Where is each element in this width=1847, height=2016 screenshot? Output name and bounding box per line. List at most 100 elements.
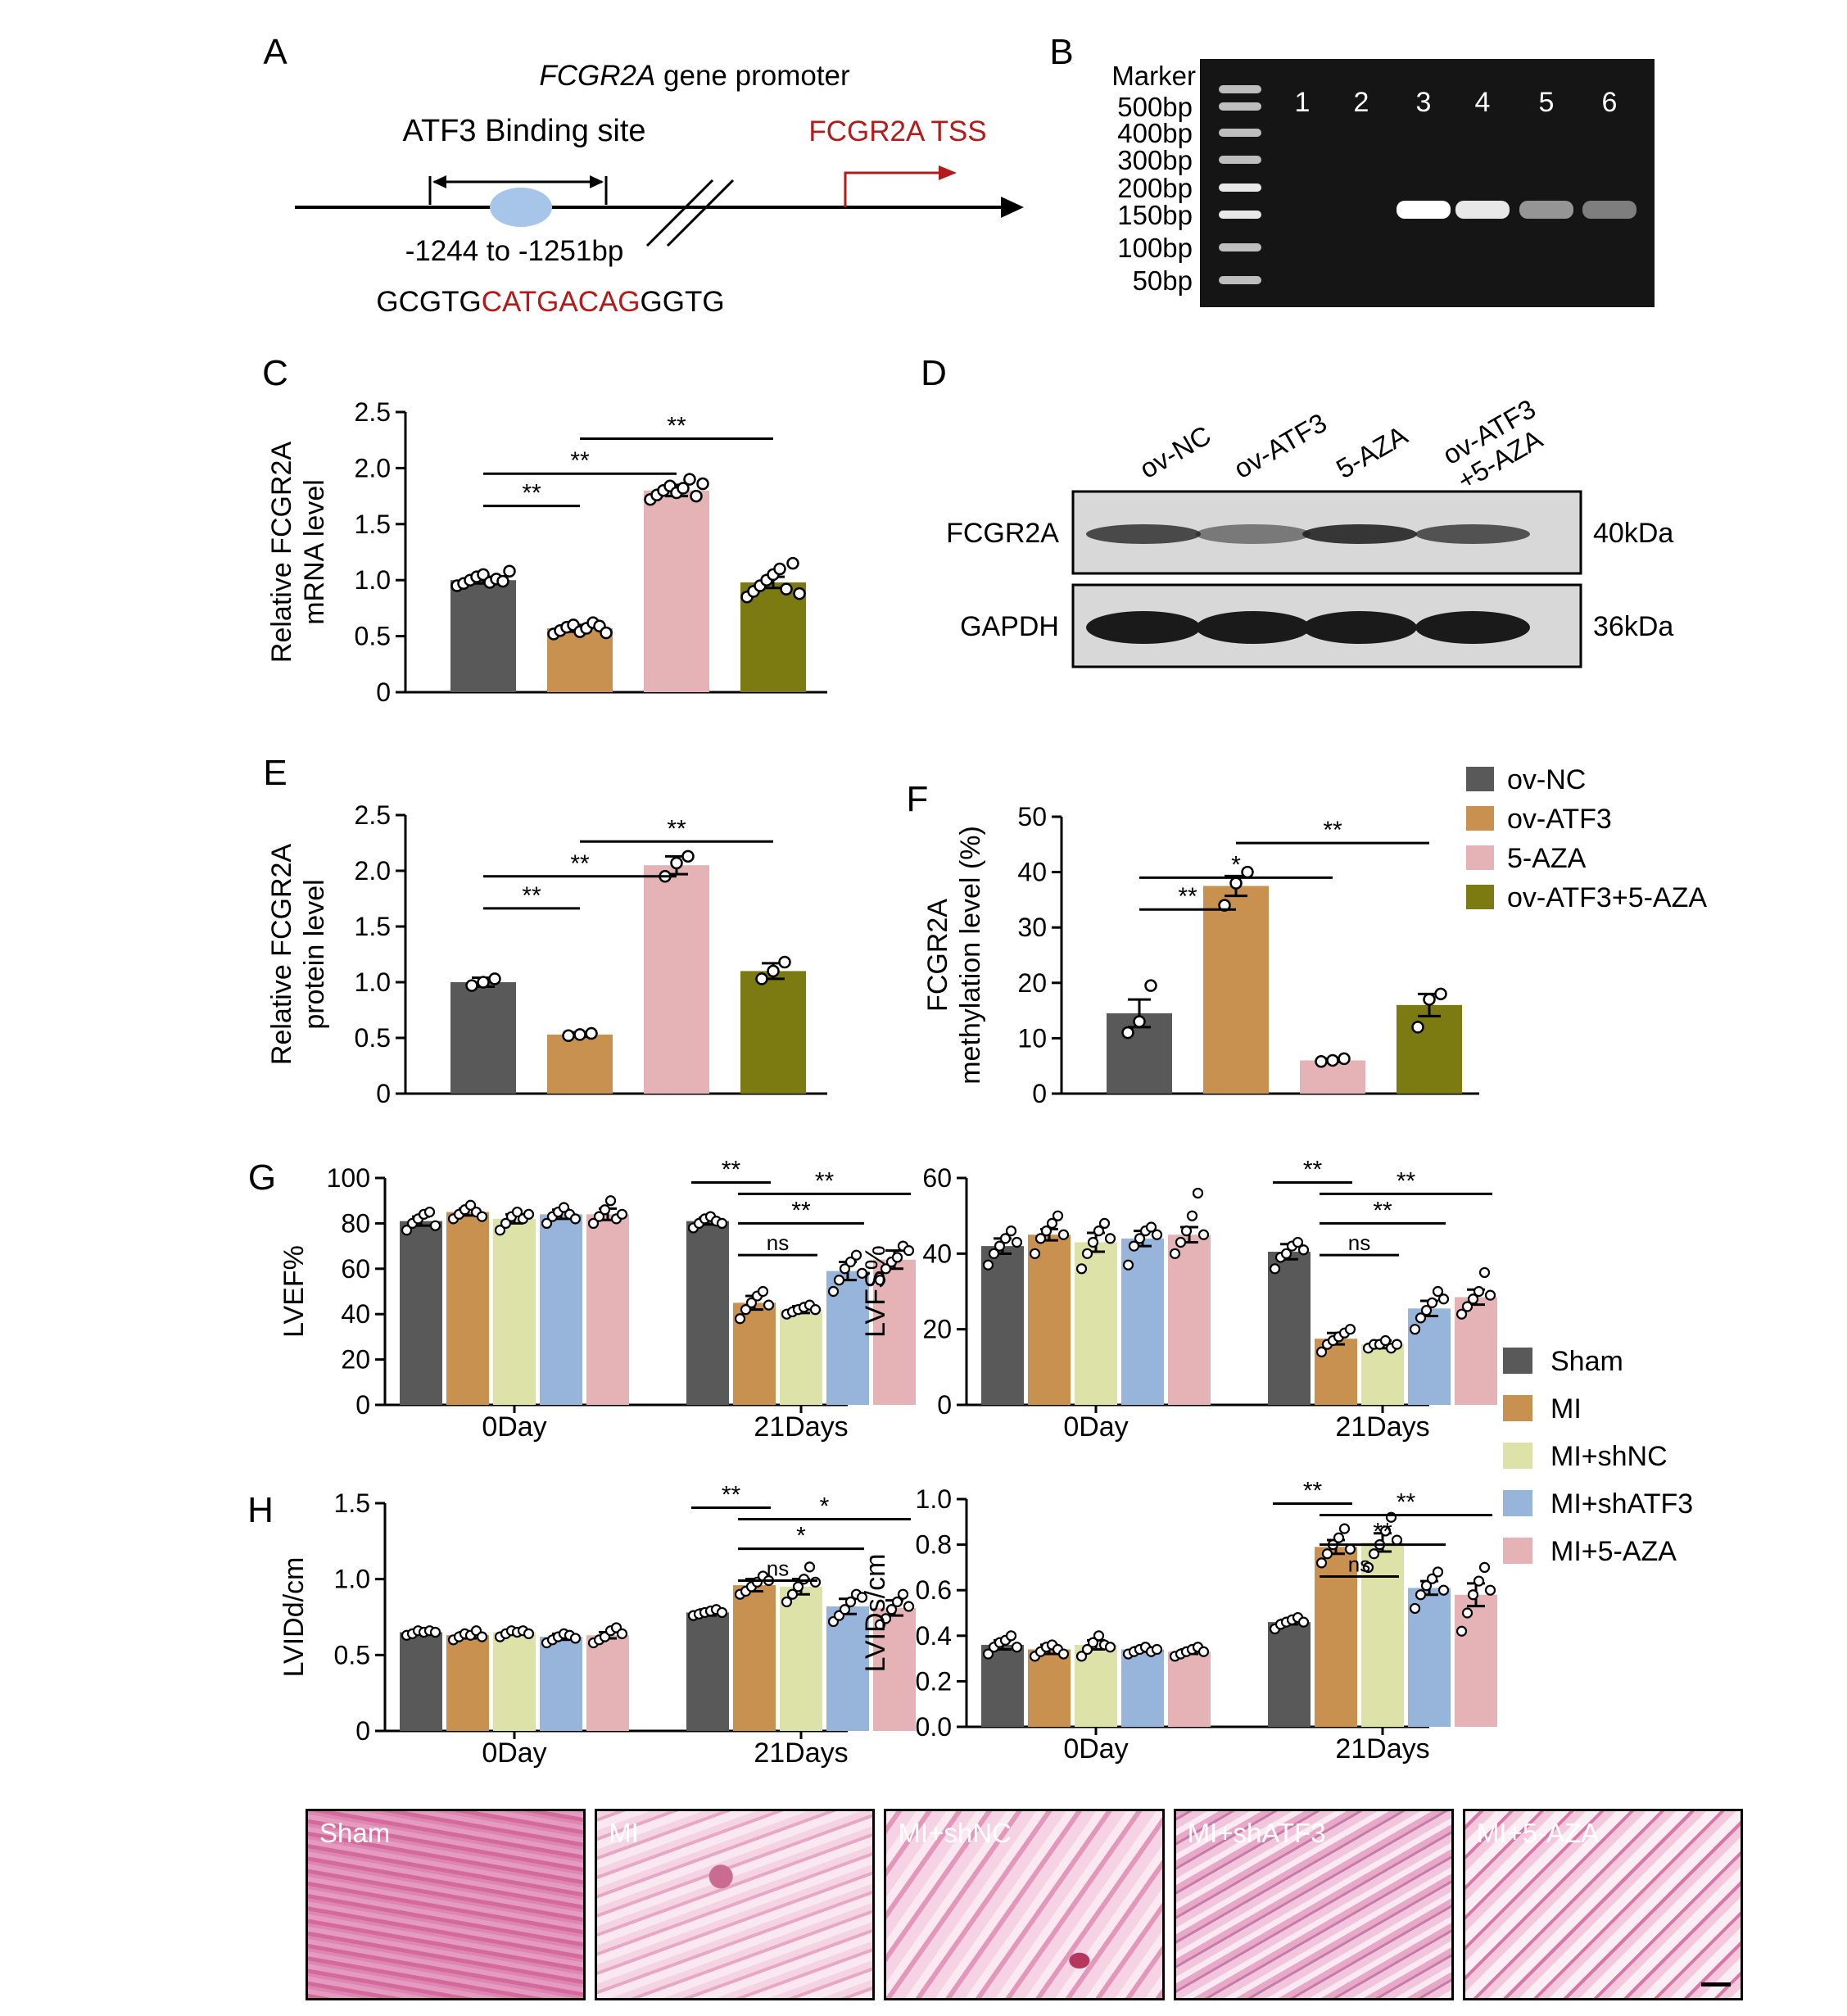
protein-band [1415, 524, 1530, 544]
significance-label: ** [667, 412, 686, 439]
histology-image-mi-5aza: MI+5-AZA [1462, 1809, 1744, 2000]
binding-sequence: GCGTGCATGACAGGGTG [376, 286, 724, 318]
y-tick-label: 0 [937, 1390, 952, 1420]
data-point [1467, 1589, 1479, 1601]
data-point [562, 1029, 575, 1043]
data-point [999, 1233, 1012, 1244]
binding-site-label: ATF3 Binding site [402, 114, 645, 148]
significance-label: ** [1303, 1157, 1323, 1184]
legend-label: MI+shATF3 [1550, 1488, 1693, 1520]
bar [644, 865, 709, 1094]
data-point [1093, 1225, 1105, 1237]
blot-row-label: GAPDH [960, 611, 1059, 642]
group-label: 21Days [1335, 1411, 1429, 1443]
y-tick-label: 20 [1017, 968, 1047, 998]
promoter-title: FCGR2A gene promoter [539, 60, 850, 92]
legend-label: MI+5-AZA [1550, 1536, 1677, 1567]
binding-range-label: -1244 to -1251bp [405, 235, 624, 267]
lane-label: ov-NC [1134, 419, 1215, 484]
data-point [1087, 1236, 1099, 1248]
marker-band [1219, 183, 1261, 192]
histology-image-mi-shatf3: MI+shATF3 [1173, 1809, 1454, 2000]
data-point [1075, 1263, 1088, 1275]
data-point [897, 1588, 909, 1600]
data-point [740, 1304, 752, 1316]
data-point [773, 562, 786, 576]
significance-label: ** [522, 480, 541, 507]
marker-size-label: 150bp [1117, 200, 1193, 230]
data-point [690, 489, 703, 503]
panel-letter-e: E [263, 753, 287, 793]
data-point [511, 1206, 523, 1218]
data-point [1075, 1651, 1088, 1662]
marker-band [1219, 129, 1261, 137]
data-point [885, 1604, 898, 1615]
lane-number: 2 [1354, 87, 1369, 118]
data-point [1145, 1221, 1157, 1233]
lane-label-line: 5-AZA [1331, 419, 1413, 484]
significance-label: ** [791, 1197, 811, 1224]
y-tick-label: 0.2 [916, 1666, 952, 1696]
data-point [1104, 1233, 1116, 1244]
data-point [1122, 1259, 1134, 1271]
data-point [423, 1206, 436, 1218]
data-point [1484, 1584, 1496, 1596]
data-point [1478, 1266, 1491, 1279]
histology-label: Sham [319, 1818, 391, 1848]
legend-g: Sham MI MI+shNC MI+shATF3 MI+5-AZA [1503, 1346, 1693, 1567]
data-point [1321, 1548, 1333, 1560]
y-tick-label: 40 [341, 1299, 370, 1329]
bar [1028, 1649, 1071, 1727]
y-tick-label: 0.5 [334, 1640, 370, 1669]
data-point [1473, 1575, 1485, 1587]
group-label: 21Days [1335, 1733, 1429, 1765]
promoter-arrowhead [1001, 197, 1024, 218]
bar [780, 1586, 822, 1731]
legend-label: 5-AZA [1507, 843, 1587, 874]
y-axis-label: LVEF% [278, 1245, 310, 1338]
panel-letters: A B C D E F G H [247, 32, 1074, 1530]
data-point [681, 849, 695, 863]
data-point [1432, 1285, 1444, 1298]
data-point [604, 1195, 617, 1207]
data-point [844, 1596, 857, 1608]
marker-size-label: 100bp [1117, 233, 1193, 263]
y-tick-label: 0.5 [355, 1023, 391, 1053]
y-tick-label: 0 [376, 1079, 391, 1108]
marker-band [1219, 102, 1261, 111]
data-point [1437, 1293, 1450, 1305]
data-point [1034, 1233, 1047, 1244]
data-point [1180, 1225, 1193, 1237]
bar [740, 971, 806, 1094]
legend-swatch [1466, 845, 1494, 870]
data-point [1005, 1630, 1017, 1642]
significance-label: ** [570, 850, 590, 877]
data-point [1379, 1334, 1392, 1347]
pcr-band [1519, 201, 1573, 219]
data-point [1029, 1248, 1041, 1259]
legend-swatch [1503, 1490, 1532, 1516]
y-axis-label: Relative FCGR2AmRNA level [266, 442, 330, 664]
significance-label: ** [1178, 883, 1197, 910]
data-point [616, 1208, 628, 1220]
data-point [1121, 1026, 1134, 1040]
data-point [523, 1628, 535, 1639]
data-point [1192, 1187, 1204, 1199]
significance-label: ** [1397, 1167, 1416, 1194]
group-label: 0Day [1063, 1733, 1128, 1765]
y-axis-label-line: FCGR2A [922, 899, 953, 1012]
significance-label: ns [767, 1556, 789, 1581]
data-point [1315, 1346, 1328, 1357]
scale-bar [1701, 1982, 1732, 1987]
data-point [1455, 1308, 1468, 1320]
bar [493, 1632, 536, 1731]
histology-label: MI+5-AZA [1476, 1818, 1600, 1848]
panel-letter-h: H [247, 1490, 274, 1530]
data-point [1011, 1642, 1023, 1653]
lane-label: 5-AZA [1331, 419, 1413, 484]
y-tick-label: 0.0 [916, 1712, 952, 1742]
blot-row-label: FCGR2A [946, 518, 1059, 549]
data-point [716, 1606, 728, 1619]
pcr-band [1582, 201, 1636, 219]
